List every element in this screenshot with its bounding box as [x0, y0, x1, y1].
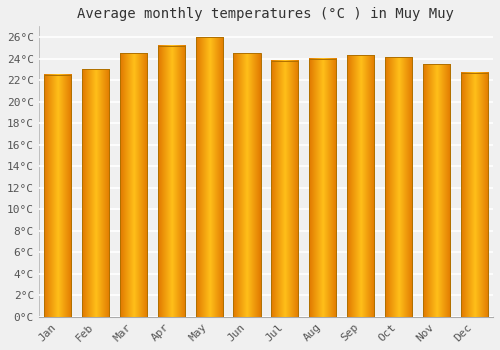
- Bar: [309, 58, 336, 317]
- Bar: [44, 75, 72, 317]
- Bar: [271, 61, 298, 317]
- Bar: [460, 72, 488, 317]
- Bar: [158, 46, 185, 317]
- Bar: [196, 37, 223, 317]
- Title: Average monthly temperatures (°C ) in Muy Muy: Average monthly temperatures (°C ) in Mu…: [78, 7, 454, 21]
- Bar: [385, 57, 412, 317]
- Bar: [120, 53, 147, 317]
- Bar: [347, 55, 374, 317]
- Bar: [82, 69, 109, 317]
- Bar: [234, 53, 260, 317]
- Bar: [422, 64, 450, 317]
